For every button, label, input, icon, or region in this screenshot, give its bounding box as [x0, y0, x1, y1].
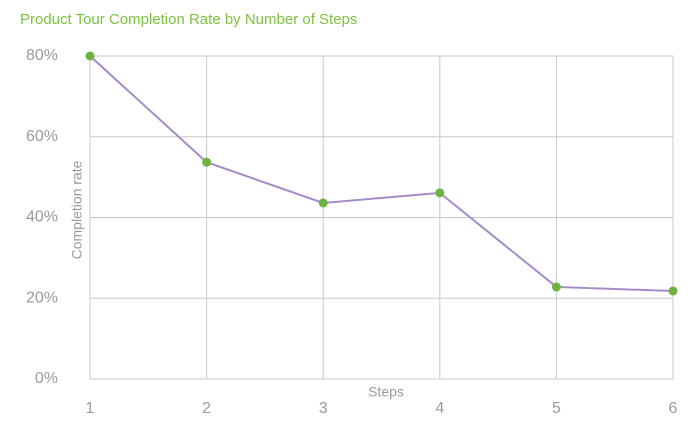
point [202, 157, 212, 167]
point [551, 282, 561, 292]
y-tick-label: 40% [26, 209, 58, 226]
x-tick-label: 4 [435, 400, 444, 417]
x-tick-label: 2 [202, 400, 211, 417]
y-tick-label: 20% [26, 289, 58, 306]
y-tick-label: 0% [35, 370, 58, 387]
point [318, 198, 328, 208]
point [668, 286, 678, 296]
chart-title: Product Tour Completion Rate by Number o… [20, 11, 357, 28]
x-tick-label: 6 [669, 400, 678, 417]
x-tick-label: 5 [552, 400, 561, 417]
x-tick-label: 3 [319, 400, 328, 417]
x-axis-label: Steps [368, 384, 404, 400]
point [435, 188, 445, 198]
y-tick-label: 60% [26, 128, 58, 145]
x-tick-label: 1 [86, 400, 95, 417]
y-tick-label: 80% [26, 47, 58, 64]
y-axis-label: Completion rate [69, 160, 85, 259]
line [89, 55, 674, 292]
point [85, 51, 95, 61]
